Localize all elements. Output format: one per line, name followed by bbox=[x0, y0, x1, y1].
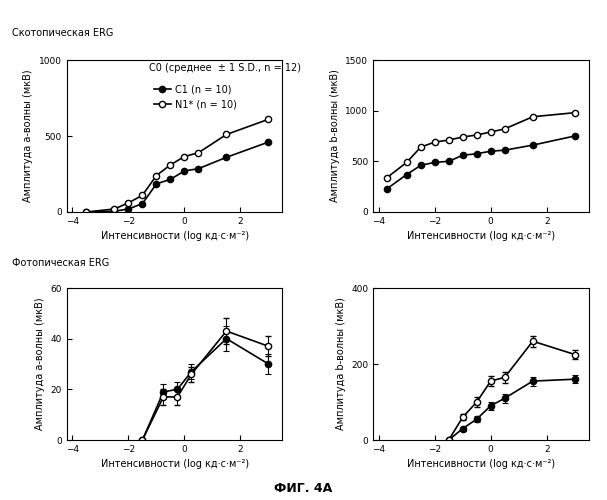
Text: Скотопическая ERG: Скотопическая ERG bbox=[12, 28, 114, 38]
Text: Фотопическая ERG: Фотопическая ERG bbox=[12, 258, 109, 268]
X-axis label: Интенсивности (log кд·с·м⁻²): Интенсивности (log кд·с·м⁻²) bbox=[101, 460, 249, 469]
Text: ФИГ. 4А: ФИГ. 4А bbox=[274, 482, 333, 495]
X-axis label: Интенсивности (log кд·с·м⁻²): Интенсивности (log кд·с·м⁻²) bbox=[101, 232, 249, 241]
Y-axis label: Амплитуда a-волны (мкВ): Амплитуда a-волны (мкВ) bbox=[23, 70, 33, 202]
Text: C0 (среднее  ± 1 S.D., n = 12): C0 (среднее ± 1 S.D., n = 12) bbox=[149, 63, 300, 73]
Y-axis label: Амплитуда b-волны (мкВ): Амплитуда b-волны (мкВ) bbox=[336, 298, 345, 430]
Y-axis label: Амплитуда b-волны (мкВ): Амплитуда b-волны (мкВ) bbox=[330, 70, 340, 202]
Legend: C1 (n = 10), N1* (n = 10): C1 (n = 10), N1* (n = 10) bbox=[154, 84, 237, 110]
Y-axis label: Амплитуда a-волны (мкВ): Амплитуда a-волны (мкВ) bbox=[35, 298, 45, 430]
X-axis label: Интенсивности (log кд·с·м⁻²): Интенсивности (log кд·с·м⁻²) bbox=[407, 460, 555, 469]
X-axis label: Интенсивности (log кд·с·м⁻²): Интенсивности (log кд·с·м⁻²) bbox=[407, 232, 555, 241]
